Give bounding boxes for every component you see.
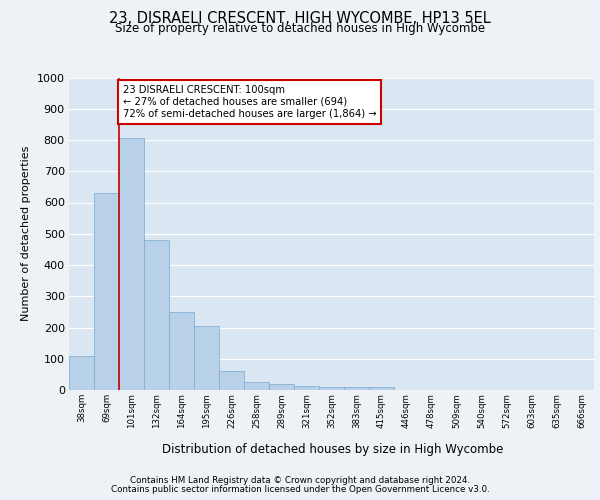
Bar: [194, 326, 219, 390]
Y-axis label: Number of detached properties: Number of detached properties: [21, 146, 31, 322]
Bar: [269, 384, 294, 390]
Text: Contains HM Land Registry data © Crown copyright and database right 2024.: Contains HM Land Registry data © Crown c…: [130, 476, 470, 485]
Bar: [294, 386, 319, 390]
Text: Distribution of detached houses by size in High Wycombe: Distribution of detached houses by size …: [163, 442, 503, 456]
Text: Contains public sector information licensed under the Open Government Licence v3: Contains public sector information licen…: [110, 485, 490, 494]
Bar: [119, 138, 144, 390]
Text: 23 DISRAELI CRESCENT: 100sqm
← 27% of detached houses are smaller (694)
72% of s: 23 DISRAELI CRESCENT: 100sqm ← 27% of de…: [123, 86, 376, 118]
Bar: [344, 387, 369, 390]
Bar: [319, 387, 344, 390]
Bar: [219, 370, 244, 390]
Bar: [94, 193, 119, 390]
Bar: [69, 356, 94, 390]
Bar: [244, 382, 269, 390]
Bar: [369, 387, 394, 390]
Text: Size of property relative to detached houses in High Wycombe: Size of property relative to detached ho…: [115, 22, 485, 35]
Bar: [169, 312, 194, 390]
Bar: [144, 240, 169, 390]
Text: 23, DISRAELI CRESCENT, HIGH WYCOMBE, HP13 5EL: 23, DISRAELI CRESCENT, HIGH WYCOMBE, HP1…: [109, 11, 491, 26]
